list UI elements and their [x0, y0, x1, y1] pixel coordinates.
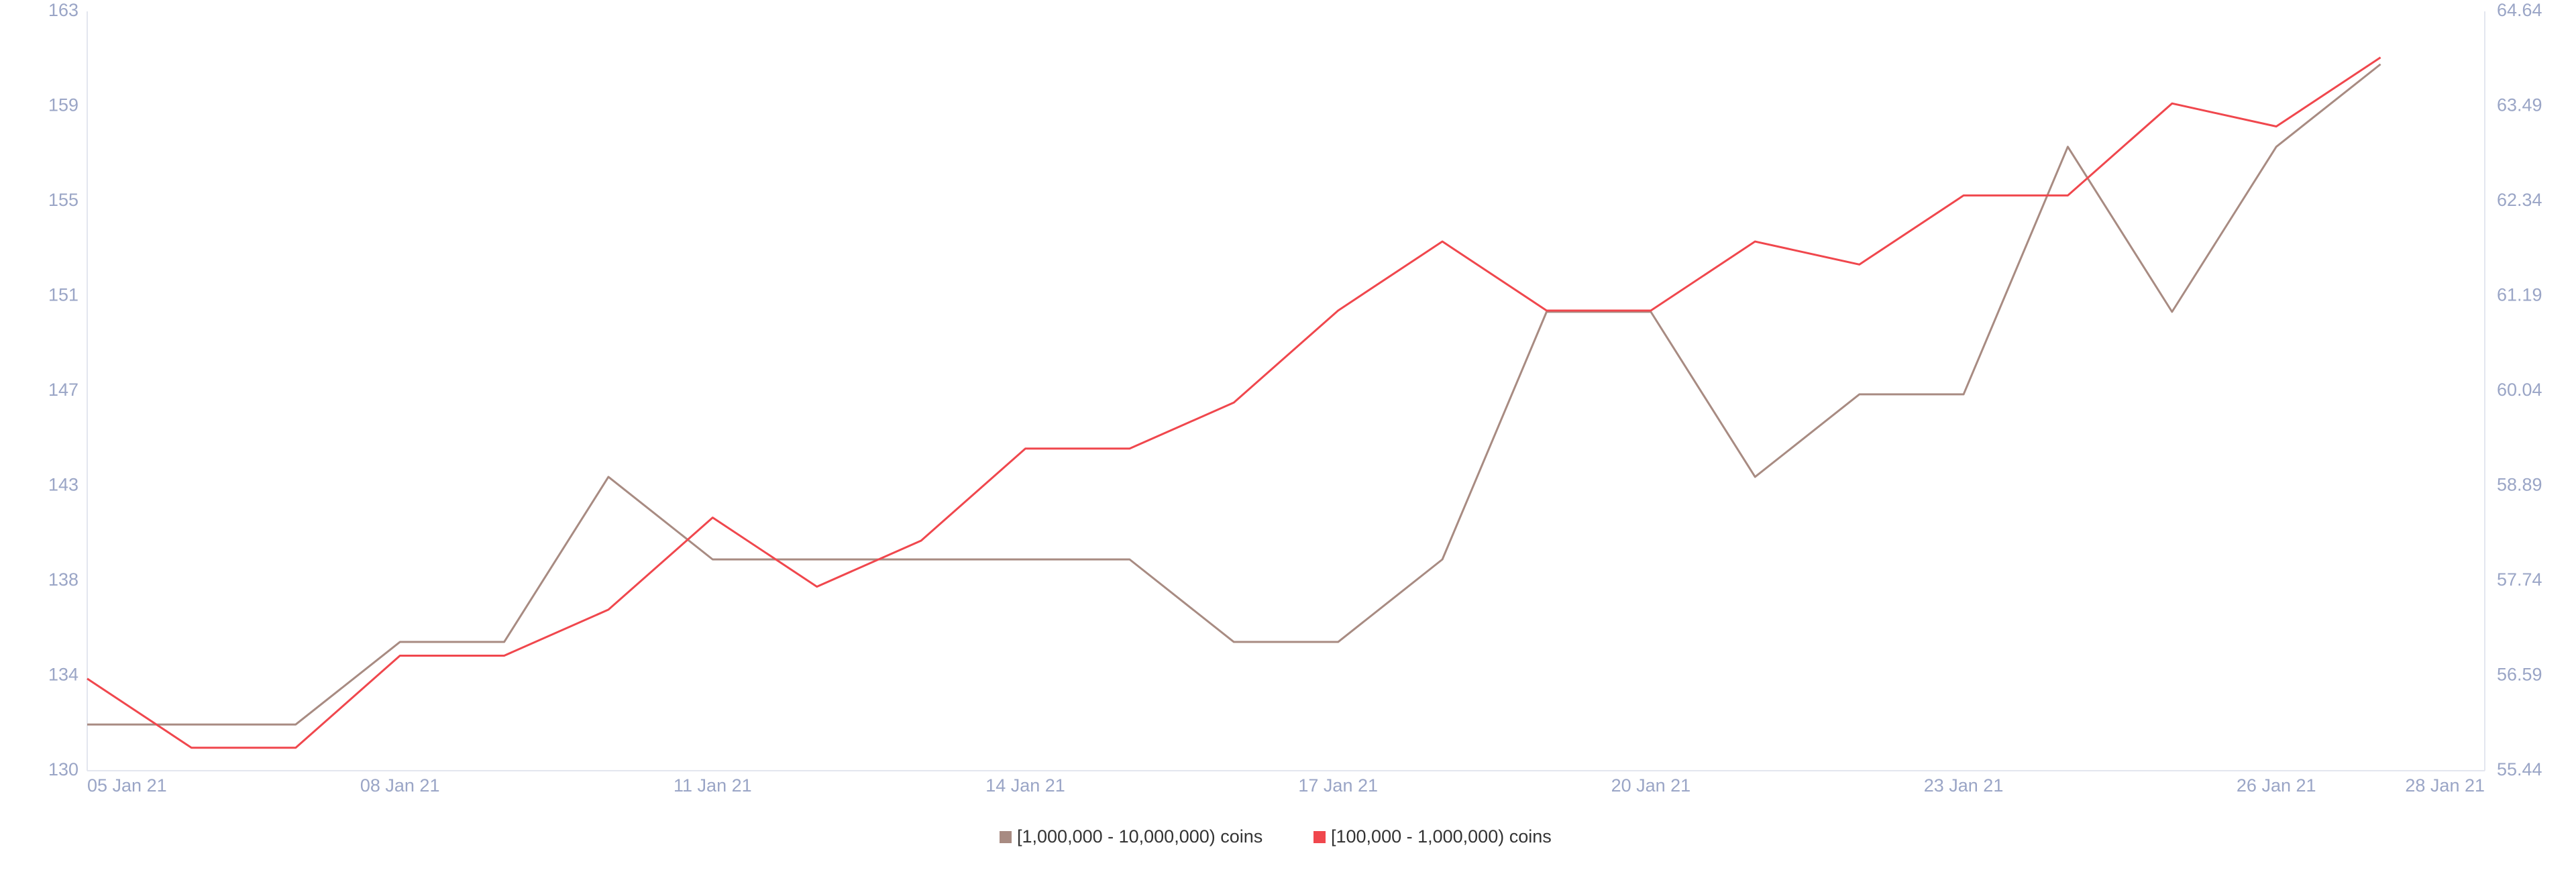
series-line: [87, 56, 2381, 749]
y-tick-label: 147: [48, 380, 78, 400]
series-line: [87, 63, 2381, 726]
y2-tick-label: 56.59: [2497, 665, 2542, 685]
legend-label: [100,000 - 1,000,000) coins: [1331, 826, 1552, 847]
y2-tick-label: 55.44: [2497, 759, 2542, 779]
y-tick-label: 130: [48, 759, 78, 779]
x-tick-label: 20 Jan 21: [1611, 775, 1691, 796]
x-tick-label: 28 Jan 21: [2405, 775, 2485, 796]
y2-tick-label: 58.89: [2497, 475, 2542, 495]
y-tick-label: 159: [48, 95, 78, 115]
legend-swatch: [1000, 831, 1012, 843]
y-tick-label: 134: [48, 665, 78, 685]
y2-tick-label: 60.04: [2497, 380, 2542, 400]
x-tick-label: 17 Jan 21: [1298, 775, 1378, 796]
y2-tick-label: 57.74: [2497, 569, 2542, 590]
x-tick-label: 05 Jan 21: [87, 775, 167, 796]
y-tick-label: 143: [48, 475, 78, 495]
y2-tick-label: 61.19: [2497, 285, 2542, 305]
x-tick-label: 11 Jan 21: [674, 775, 752, 796]
y2-tick-label: 63.49: [2497, 95, 2542, 115]
y-tick-label: 155: [48, 190, 78, 210]
y2-tick-label: 62.34: [2497, 190, 2542, 210]
x-tick-label: 23 Jan 21: [1924, 775, 2004, 796]
x-tick-label: 26 Jan 21: [2237, 775, 2316, 796]
y-tick-label: 163: [48, 0, 78, 20]
x-tick-label: 08 Jan 21: [360, 775, 440, 796]
y-tick-label: 138: [48, 569, 78, 590]
legend-swatch: [1313, 831, 1326, 843]
y2-tick-label: 64.64: [2497, 0, 2542, 20]
y-tick-label: 151: [48, 285, 78, 305]
x-tick-label: 14 Jan 21: [985, 775, 1065, 796]
legend-label: [1,000,000 - 10,000,000) coins: [1017, 826, 1263, 847]
